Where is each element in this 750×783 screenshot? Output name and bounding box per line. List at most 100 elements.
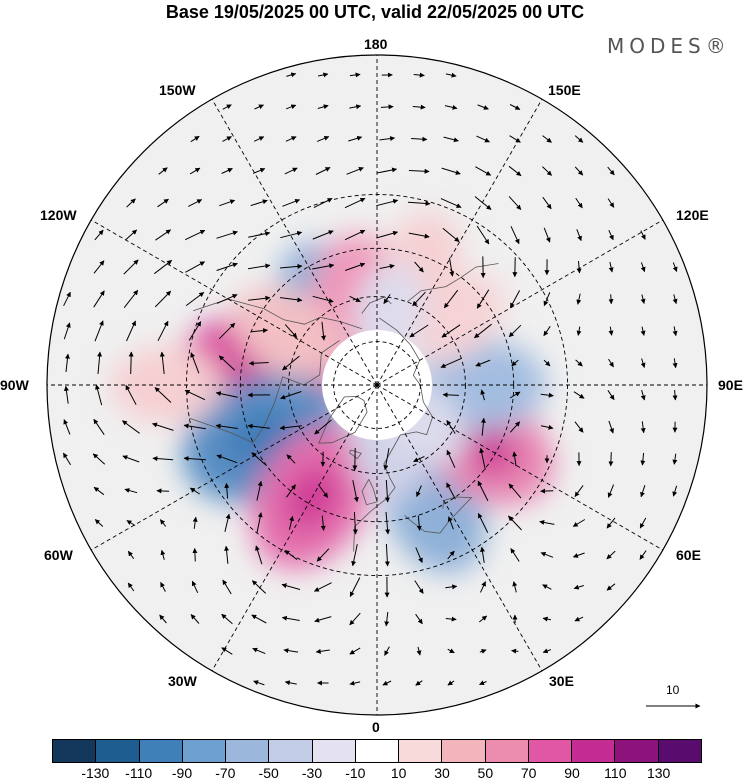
wind-arrow — [215, 391, 238, 398]
wind-arrow — [224, 545, 230, 564]
wind-arrow — [607, 166, 615, 176]
wind-arrow — [576, 229, 582, 242]
wind-arrow — [312, 230, 334, 240]
wind-arrow — [224, 482, 230, 499]
wind-arrow — [408, 232, 430, 239]
wind-arrow — [159, 519, 167, 527]
wind-arrow — [286, 454, 296, 464]
coastline — [318, 396, 368, 444]
wind-arrow — [256, 512, 263, 534]
colorbar-tick-label: -30 — [301, 765, 323, 781]
wind-arrow — [222, 136, 232, 142]
wind-arrow — [127, 582, 135, 592]
wind-arrow — [288, 515, 294, 530]
wind-arrow — [608, 358, 614, 368]
wind-arrow — [282, 198, 301, 207]
colorbar-swatch — [182, 740, 227, 762]
wind-arrow — [477, 104, 489, 110]
wind-arrow — [385, 511, 391, 535]
wind-arrow — [640, 294, 646, 304]
wind-arrow — [284, 550, 298, 560]
wind-arrow — [639, 517, 647, 529]
wind-arrow — [192, 548, 198, 562]
wind-arrow — [480, 417, 486, 436]
wind-arrow — [314, 419, 332, 435]
wind-arrow — [185, 291, 205, 307]
wind-arrow — [480, 581, 486, 593]
wind-vectors — [62, 72, 678, 686]
wind-arrow — [252, 647, 266, 655]
wind-arrow — [476, 225, 490, 245]
wind-arrow — [376, 198, 399, 207]
lon-label-60e: 60E — [676, 547, 701, 563]
wind-arrow — [251, 614, 267, 624]
wind-arrow — [672, 358, 678, 369]
wind-arrow — [474, 196, 492, 210]
wind-arrow — [93, 486, 105, 496]
wind-arrow — [639, 550, 647, 560]
wind-arrow — [542, 135, 552, 143]
wind-arrow — [128, 351, 134, 375]
wind-arrow — [672, 294, 678, 305]
wind-arrow — [479, 680, 487, 686]
wind-arrow — [125, 384, 137, 405]
colorbar-tick-label: -70 — [215, 765, 236, 781]
wind-arrow — [408, 168, 430, 174]
wind-arrow — [440, 198, 462, 208]
wind-arrow — [384, 543, 390, 567]
meridian-line — [90, 384, 378, 551]
meridian-line — [90, 219, 378, 386]
wind-arrow — [349, 612, 361, 626]
wind-arrow — [349, 647, 361, 655]
wind-arrow — [95, 384, 103, 406]
colorbar-swatch — [572, 740, 616, 762]
wind-arrow — [94, 320, 104, 342]
wind-arrow — [512, 451, 518, 467]
lon-label-90w: 90W — [0, 377, 29, 393]
wind-arrow — [315, 648, 330, 654]
wind-arrow — [317, 484, 329, 498]
wind-arrow — [542, 166, 552, 176]
meridian-line — [211, 98, 378, 386]
wind-arrow — [250, 199, 268, 207]
wind-arrow — [191, 580, 199, 594]
wind-arrow — [415, 547, 423, 564]
wind-arrow — [344, 229, 366, 241]
wind-arrow — [63, 322, 71, 340]
wind-arrow — [382, 680, 392, 686]
wind-arrow — [281, 615, 300, 621]
wind-arrow — [280, 391, 302, 400]
wind-arrow — [380, 104, 394, 110]
wind-arrow — [312, 263, 335, 270]
wind-arrow — [441, 167, 461, 175]
wind-arrow — [313, 582, 332, 592]
wind-arrow — [543, 326, 551, 337]
wind-arrow — [672, 453, 678, 465]
anomaly-center — [232, 287, 342, 379]
colorbar-swatch — [226, 740, 270, 762]
wind-arrow — [158, 167, 168, 175]
wind-arrow — [379, 263, 395, 269]
lon-label-120e: 120E — [676, 207, 709, 223]
wind-arrow — [444, 104, 458, 110]
coastline — [406, 263, 499, 303]
wind-arrow — [640, 358, 646, 368]
coastline — [189, 340, 340, 444]
wind-arrow — [415, 680, 423, 686]
wind-arrow — [440, 358, 462, 368]
wind-arrow — [123, 259, 139, 275]
wind-arrow — [477, 512, 489, 533]
wind-arrow — [183, 423, 206, 430]
wind-arrow — [92, 453, 106, 465]
wind-arrow — [63, 385, 69, 404]
wind-arrow — [576, 326, 582, 336]
wind-arrow — [447, 516, 454, 530]
wind-arrow — [480, 389, 486, 401]
wind-arrow — [572, 519, 586, 527]
wind-arrow — [447, 680, 455, 686]
wind-arrow — [348, 135, 363, 142]
colorbar-swatch — [658, 740, 701, 762]
wind-arrow — [508, 483, 522, 499]
wind-arrow — [574, 485, 584, 498]
wind-arrow — [160, 549, 166, 560]
